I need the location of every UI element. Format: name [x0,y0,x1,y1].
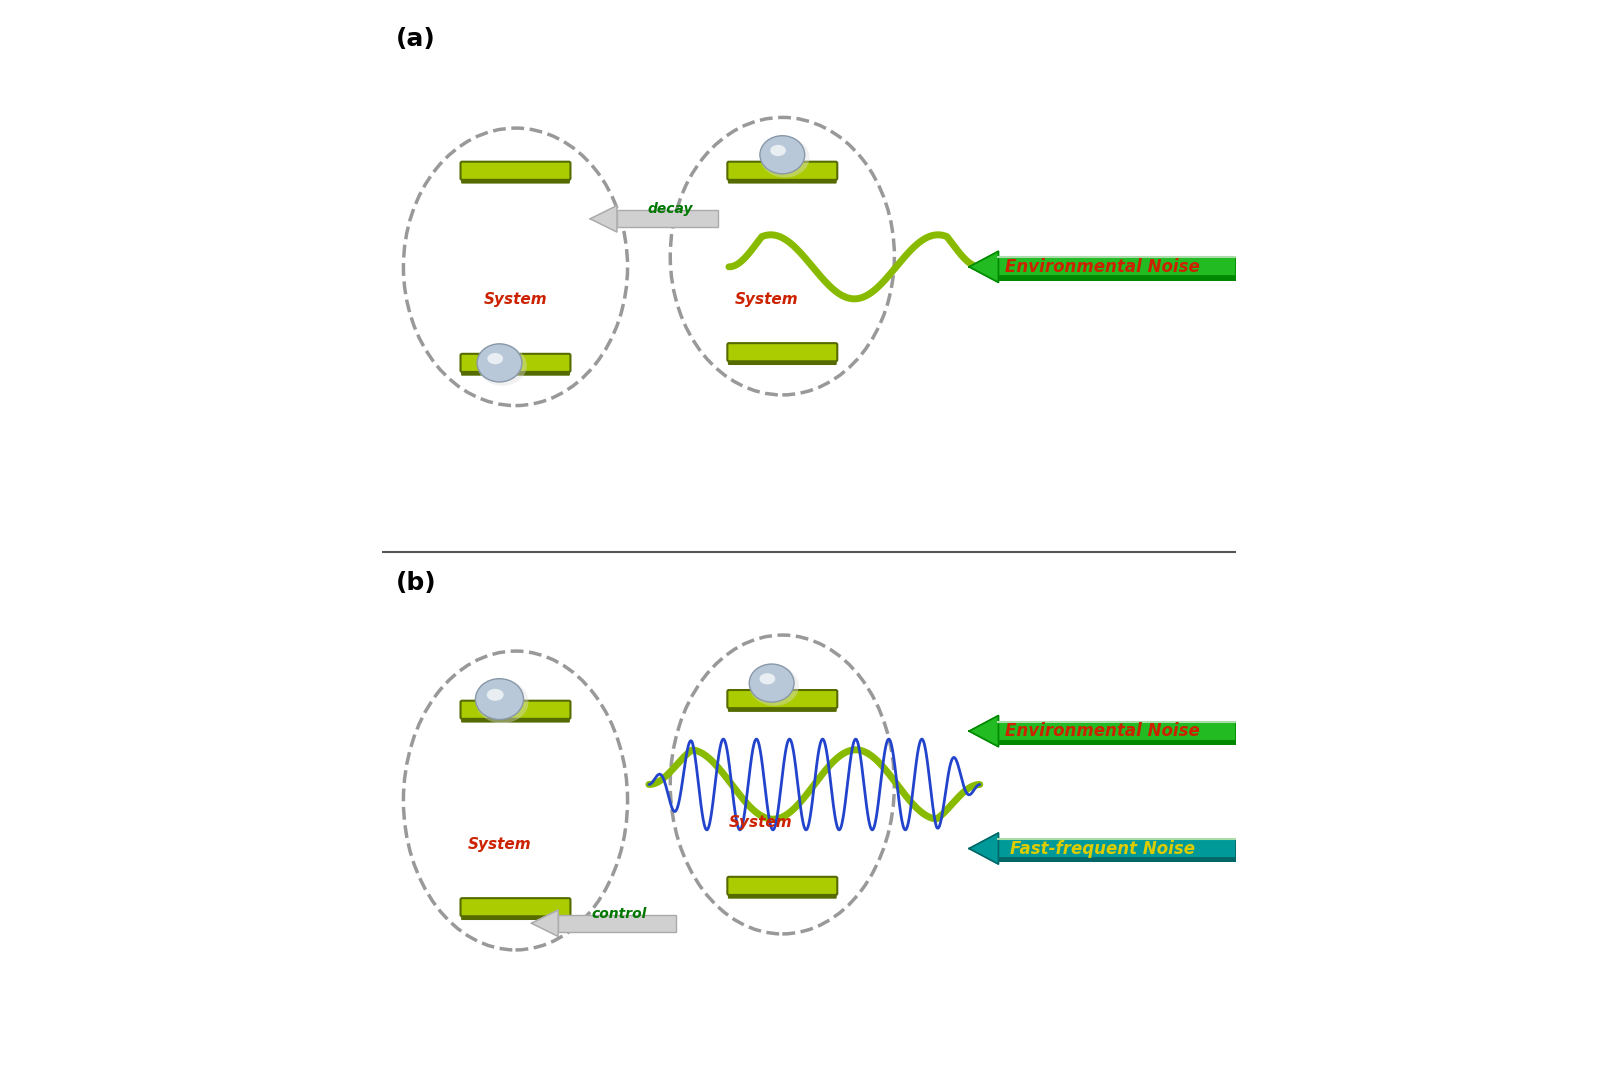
Polygon shape [531,910,558,937]
Text: System: System [730,815,793,830]
Polygon shape [969,716,998,747]
FancyBboxPatch shape [998,721,1236,741]
FancyBboxPatch shape [616,210,718,227]
Ellipse shape [476,679,524,719]
FancyBboxPatch shape [998,857,1236,862]
Text: Environmental Noise: Environmental Noise [1005,258,1201,276]
FancyBboxPatch shape [728,162,837,180]
Text: (b): (b) [395,571,435,595]
Text: System: System [468,837,531,852]
Polygon shape [969,251,998,282]
FancyBboxPatch shape [461,715,570,722]
FancyBboxPatch shape [461,912,570,920]
FancyBboxPatch shape [998,839,1236,858]
Ellipse shape [487,353,503,364]
Ellipse shape [477,345,527,386]
FancyBboxPatch shape [728,357,837,365]
Polygon shape [591,206,616,232]
Text: (a): (a) [395,27,435,51]
FancyBboxPatch shape [728,176,837,183]
FancyBboxPatch shape [998,276,1236,280]
FancyBboxPatch shape [728,704,837,711]
Ellipse shape [487,689,503,701]
FancyBboxPatch shape [461,898,571,916]
FancyBboxPatch shape [558,915,676,931]
FancyBboxPatch shape [728,876,837,895]
FancyBboxPatch shape [998,741,1236,745]
Text: decay: decay [647,203,693,216]
Ellipse shape [760,137,809,178]
Ellipse shape [477,344,523,382]
FancyBboxPatch shape [998,258,1236,276]
FancyBboxPatch shape [461,162,571,180]
FancyBboxPatch shape [461,368,570,376]
Ellipse shape [759,674,775,685]
Polygon shape [969,833,998,865]
Ellipse shape [760,136,804,174]
FancyBboxPatch shape [461,354,571,372]
Text: control: control [592,907,647,921]
Ellipse shape [749,665,799,706]
FancyBboxPatch shape [728,690,837,708]
FancyBboxPatch shape [728,890,837,899]
Text: System: System [484,292,547,307]
Text: System: System [735,292,798,307]
FancyBboxPatch shape [461,176,570,183]
FancyBboxPatch shape [728,343,837,361]
Ellipse shape [476,680,529,723]
Text: Fast-frequent Noise: Fast-frequent Noise [1010,840,1196,857]
Ellipse shape [749,664,794,702]
Ellipse shape [770,144,786,156]
Text: Environmental Noise: Environmental Noise [1005,722,1201,741]
FancyBboxPatch shape [461,701,571,719]
